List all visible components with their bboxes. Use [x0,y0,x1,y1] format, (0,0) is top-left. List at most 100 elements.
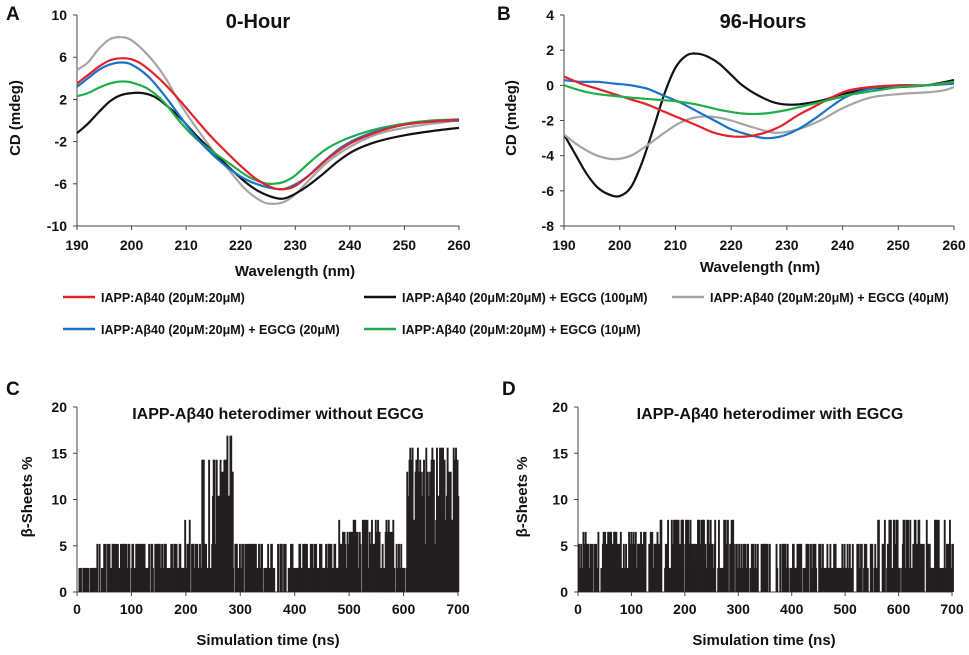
panel-c-xtick-label-3: 300 [229,601,253,617]
panel-a-xtick-label-7: 260 [447,237,471,253]
panel-a-xlabel: Wavelength (nm) [235,263,355,280]
panel-c-bar-9 [89,567,92,592]
panel-c-bar-186 [254,543,257,592]
panel-d-bar-263 [860,543,863,592]
panel-d-bar-164 [738,567,741,592]
panel-d-bar-297 [898,567,901,592]
panel-d-bar-324 [926,543,929,592]
panel-b-series-line-2 [563,79,955,140]
panel-b-ytick-label-0: -8 [542,218,555,234]
panel-c-bar-211 [284,543,287,592]
panel-d-bar-241 [834,543,837,592]
panel-a-xtick-label-1: 200 [120,237,144,253]
panel-d-bar-170 [744,567,747,592]
panel-c-ytick-label-0: 0 [59,584,67,600]
panel-a-xtick-label-6: 250 [393,237,417,253]
panel-b-xtick-label-3: 220 [719,237,743,253]
panel-c-bar-103 [184,519,187,592]
panel-c-xtick-label-2: 200 [174,601,198,617]
panel-d-bar-71 [643,531,645,593]
panel-d-bar-285 [888,519,891,592]
panel-a-ylabel: CD (mdeg) [7,80,24,156]
panel-c-bar-82 [164,543,167,592]
panel-d-bar-233 [824,567,827,592]
panel-c-xtick-label-6: 600 [392,601,416,617]
panel-c-bar-318 [392,519,395,592]
panel-c: C IAPP-Aβ40 heterodimer without EGCG Sim… [6,379,470,649]
panel-d-bar-139 [712,567,714,592]
panel-c-bar-70 [152,567,154,592]
panel-d-bar-334 [936,519,939,592]
panel-a-series-line-2 [76,80,460,186]
panel-d-bar-25 [604,531,607,593]
panel-c-bar-301 [375,531,378,593]
panel-b-ytick-label-4: 0 [546,77,554,93]
panel-c-bar-167 [235,543,238,592]
panel-d-ytick-label-3: 15 [552,445,568,461]
panel-d: D IAPP-Aβ40 heterodimer with EGCG Simula… [502,379,964,649]
panel-c-bar-315 [389,531,392,593]
panel-d-xtick-label-3: 300 [727,601,751,617]
panel-d-bar-291 [893,519,896,592]
panel-b: B 96-Hours Wavelength (nm) CD (mdeg) -8 -… [497,4,966,276]
panel-d-bar-238 [830,567,833,592]
panel-c-bar-156 [226,435,229,592]
panel-d-bar-342 [944,567,947,592]
panel-d-bar-60 [634,531,637,593]
panel-d-bar-303 [905,519,908,592]
panel-a-series-line-3 [76,61,460,191]
panel-c-bar-213 [288,567,291,592]
panel-c-ytick-label-3: 15 [51,445,67,461]
panel-d-title: IAPP-Aβ40 heterodimer with EGCG [637,406,904,423]
panel-d-bar-272 [871,543,874,592]
panel-d-bar-132 [705,567,708,592]
panel-a-xtick-label-0: 190 [65,237,89,253]
panel-c-bar-74 [156,543,159,592]
panel-d-bar-302 [904,567,907,592]
panel-c-ylabel: β-Sheets % [19,457,36,538]
panel-c-bar-276 [349,531,352,593]
panel-d-bar-213 [804,567,806,592]
panel-c-bar-322 [396,567,399,592]
panel-d-bar-165 [740,543,743,592]
panel-d-ytick-label-4: 20 [552,399,568,415]
panel-c-bar-90 [174,543,176,592]
legend-label-3: IAPP:Aβ40 (20μM:20μM) + EGCG (20μM) [101,323,340,337]
panel-c-xtick-label-0: 0 [73,601,81,617]
panel-c-bar-309 [383,567,386,592]
panel-a: A 0-Hour Wavelength (nm) CD (mdeg) -10 -6… [6,4,471,280]
panel-b-letter: B [497,4,511,25]
panel-d-bar-42 [617,543,620,592]
panel-d-bar-55 [630,531,633,593]
panel-d-bar-314 [914,519,917,592]
panel-c-bar-20 [103,543,106,592]
panel-d-bar-16 [593,543,596,592]
panel-d-bar-180 [760,543,763,592]
panel-d-bar-15 [591,543,594,592]
panel-d-bar-316 [916,543,918,592]
panel-d-bar-173 [749,567,752,592]
panel-c-xtick-label-7: 700 [446,601,470,617]
panel-b-ytick-label-6: 4 [546,7,554,23]
panel-d-bar-31 [608,531,611,593]
panel-c-bar-8 [87,567,90,592]
panel-d-bar-121 [695,543,698,592]
panel-c-ytick-label-2: 10 [51,492,67,508]
panel-d-bar-226 [818,543,821,592]
panel-c-bar-227 [302,543,305,592]
panel-d-bar-201 [790,567,793,592]
panel-c-bar-46 [128,543,131,592]
panel-c-bar-67 [148,543,151,592]
panel-c-bar-139 [213,459,216,592]
panel-d-bar-101 [676,519,678,592]
panel-c-letter: C [6,379,20,400]
panel-c-bar-153 [224,459,227,592]
panel-c-bar-265 [338,519,341,592]
panel-d-bar-162 [736,567,739,592]
legend: IAPP:Aβ40 (20μM:20μM) IAPP:Aβ40 (20μM:20… [63,291,949,337]
panel-d-bar-136 [709,519,712,592]
panel-c-bar-232 [308,567,311,592]
panel-d-bar-75 [649,531,652,593]
panel-b-xtick-label-7: 260 [942,237,966,253]
